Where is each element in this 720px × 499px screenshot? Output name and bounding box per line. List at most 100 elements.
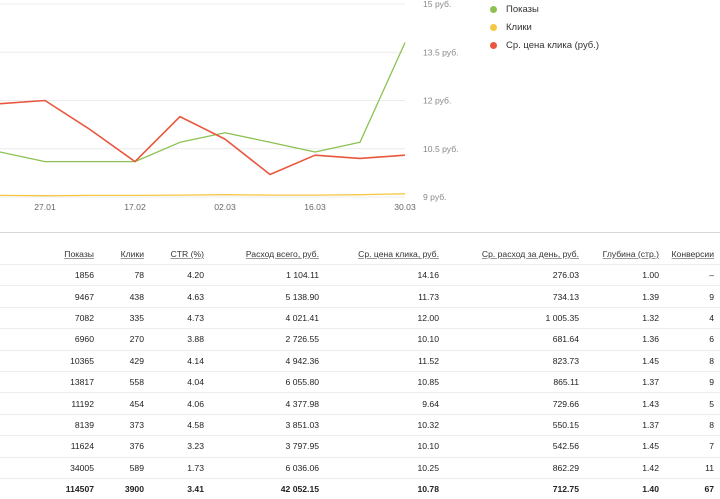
table-cell: 1 104.11 xyxy=(210,265,325,286)
table-cell: 1.32 xyxy=(585,307,665,328)
table-cell: 11.73 xyxy=(325,286,445,307)
table-cell: 4.58 xyxy=(150,414,210,435)
table-cell: 4 942.36 xyxy=(210,350,325,371)
column-header[interactable]: Конверсии xyxy=(665,244,720,265)
column-header[interactable]: Ср. цена клика, руб. xyxy=(325,244,445,265)
table-cell: 712.75 xyxy=(445,478,585,499)
table-cell: 3.88 xyxy=(150,329,210,350)
table-cell: 67 xyxy=(665,478,720,499)
y-tick-label: 13.5 руб. xyxy=(423,47,459,57)
x-tick-label: 02.03 xyxy=(214,202,236,212)
table-cell: 376 xyxy=(100,436,150,457)
legend-dot-icon xyxy=(490,6,497,13)
table-cell: 10.85 xyxy=(325,371,445,392)
table-cell: 3 797.95 xyxy=(210,436,325,457)
table-cell: 9.64 xyxy=(325,393,445,414)
y-axis-labels: 15 руб.13.5 руб.12 руб.10.5 руб.9 руб. xyxy=(423,0,459,202)
table-cell: 865.11 xyxy=(445,371,585,392)
legend-item[interactable]: Показы xyxy=(490,0,599,18)
table-cell: 7 xyxy=(665,436,720,457)
table-cell: 4 xyxy=(665,307,720,328)
table-cell: 9467 xyxy=(0,286,100,307)
table-cell: 1.42 xyxy=(585,457,665,478)
chart-series xyxy=(0,43,405,196)
table-cell: 11 xyxy=(665,457,720,478)
table-cell: – xyxy=(665,265,720,286)
legend-label: Клики xyxy=(506,22,532,33)
table-cell: 454 xyxy=(100,393,150,414)
table-cell: 78 xyxy=(100,265,150,286)
chart-grid xyxy=(0,4,405,197)
table-cell: 3 851.03 xyxy=(210,414,325,435)
y-tick-label: 12 руб. xyxy=(423,96,451,106)
table-cell: 1 005.35 xyxy=(445,307,585,328)
table-cell: 1.40 xyxy=(585,478,665,499)
table-cell: 6 036.06 xyxy=(210,457,325,478)
x-tick-label: 16.03 xyxy=(304,202,326,212)
table-cell: 8 xyxy=(665,414,720,435)
table-cell: 5 xyxy=(665,393,720,414)
column-header[interactable]: CTR (%) xyxy=(150,244,210,265)
table-cell: 10.78 xyxy=(325,478,445,499)
table-cell: 1.36 xyxy=(585,329,665,350)
column-header[interactable]: Показы xyxy=(0,244,100,265)
column-header[interactable]: Глубина (стр.) xyxy=(585,244,665,265)
table-cell: 8 xyxy=(665,350,720,371)
x-tick-label: 27.01 xyxy=(34,202,56,212)
table-cell: 4.14 xyxy=(150,350,210,371)
table-cell: 1.45 xyxy=(585,436,665,457)
table-cell: 270 xyxy=(100,329,150,350)
table-cell: 114507 xyxy=(0,478,100,499)
column-header[interactable]: Ср. расход за день, руб. xyxy=(445,244,585,265)
table-cell: 10.10 xyxy=(325,436,445,457)
table-cell: 1856 xyxy=(0,265,100,286)
y-tick-label: 15 руб. xyxy=(423,0,451,9)
table-cell: 4 377.98 xyxy=(210,393,325,414)
table-cell: 4.63 xyxy=(150,286,210,307)
table-cell: 4.06 xyxy=(150,393,210,414)
chart-legend: Показы Клики Ср. цена клика (руб.) xyxy=(490,0,599,54)
table-cell: 11192 xyxy=(0,393,100,414)
legend-item[interactable]: Клики xyxy=(490,18,599,36)
table-cell: 4.73 xyxy=(150,307,210,328)
table-cell: 3.23 xyxy=(150,436,210,457)
table-cell: 438 xyxy=(100,286,150,307)
table-cell: 1.37 xyxy=(585,414,665,435)
table-cell: 1.43 xyxy=(585,393,665,414)
table-cell: 550.15 xyxy=(445,414,585,435)
table-cell: 10.32 xyxy=(325,414,445,435)
column-header[interactable]: Расход всего, руб. xyxy=(210,244,325,265)
table-cell: 729.66 xyxy=(445,393,585,414)
table-cell: 542.56 xyxy=(445,436,585,457)
legend-dot-icon xyxy=(490,42,497,49)
table-cell: 1.39 xyxy=(585,286,665,307)
column-header[interactable]: Клики xyxy=(100,244,150,265)
table-cell: 10.10 xyxy=(325,329,445,350)
line-chart: 15 руб.13.5 руб.12 руб.10.5 руб.9 руб. 2… xyxy=(0,0,720,232)
table-cell: 734.13 xyxy=(445,286,585,307)
table-cell: 6 055.80 xyxy=(210,371,325,392)
table-cell: 8139 xyxy=(0,414,100,435)
table-cell: 4 021.41 xyxy=(210,307,325,328)
legend-dot-icon xyxy=(490,24,497,31)
table-cell: 558 xyxy=(100,371,150,392)
table-cell: 9 xyxy=(665,286,720,307)
y-tick-label: 9 руб. xyxy=(423,192,447,202)
table-cell: 3.41 xyxy=(150,478,210,499)
table-cell: 681.64 xyxy=(445,329,585,350)
table-cell: 10.25 xyxy=(325,457,445,478)
legend-label: Показы xyxy=(506,4,539,15)
table-cell: 10365 xyxy=(0,350,100,371)
legend-item[interactable]: Ср. цена клика (руб.) xyxy=(490,36,599,54)
table-cell: 42 052.15 xyxy=(210,478,325,499)
